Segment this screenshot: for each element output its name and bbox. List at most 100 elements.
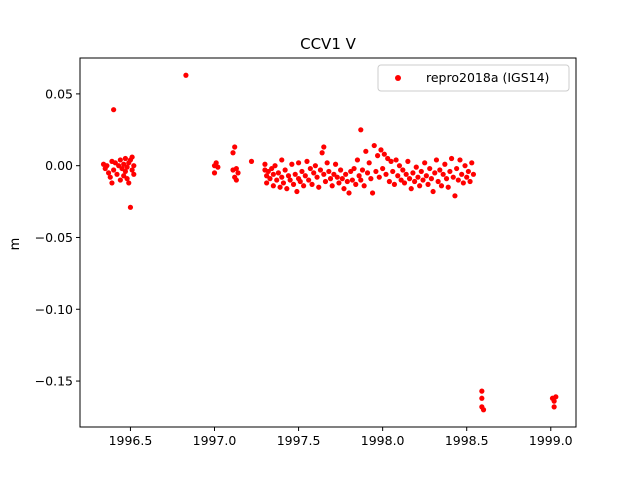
data-point [117, 177, 123, 183]
data-point [284, 186, 290, 192]
data-point [460, 180, 466, 186]
data-point [233, 177, 239, 183]
data-point [336, 180, 342, 186]
data-point [354, 157, 361, 163]
data-point [317, 167, 324, 173]
data-point [127, 204, 134, 210]
data-point [459, 171, 465, 177]
data-point [285, 173, 292, 179]
data-point [279, 157, 285, 163]
data-point [111, 167, 117, 173]
data-point [122, 168, 128, 175]
data-point [462, 163, 468, 169]
data-point [390, 168, 396, 175]
data-point [356, 173, 362, 179]
data-point [274, 177, 280, 183]
data-point [272, 163, 278, 169]
data-point [297, 178, 303, 185]
data-point [469, 160, 475, 166]
data-point [470, 171, 477, 177]
data-point [450, 174, 456, 180]
data-point [383, 171, 389, 177]
data-point [396, 163, 403, 169]
data-point [332, 161, 339, 167]
data-point [380, 165, 386, 172]
data-point [327, 176, 334, 182]
data-point [341, 186, 347, 192]
data-point [391, 181, 398, 187]
data-point [433, 157, 440, 163]
data-point [277, 184, 283, 190]
data-point [114, 171, 120, 177]
data-point [264, 180, 270, 186]
data-point [334, 174, 340, 180]
data-point [270, 171, 276, 177]
x-tick-label: 1998.0 [361, 433, 405, 448]
x-tick-label: 1999.0 [529, 433, 573, 448]
data-point [299, 168, 305, 175]
data-point [351, 165, 357, 172]
data-point [395, 173, 401, 179]
x-tick-label: 1997.0 [193, 433, 237, 448]
legend: repro2018a (IGS14) [377, 64, 570, 92]
data-point [301, 183, 307, 189]
data-point [312, 163, 318, 169]
data-point [406, 176, 413, 182]
data-point [314, 174, 320, 180]
data-point [430, 188, 436, 195]
data-point [443, 176, 450, 182]
x-tick-label: 1998.5 [445, 433, 489, 448]
data-point [306, 177, 312, 183]
data-point [339, 176, 345, 182]
legend-marker [395, 75, 401, 81]
data-point [304, 158, 310, 164]
data-point [375, 153, 381, 159]
data-point [215, 164, 221, 170]
data-point [551, 404, 557, 410]
data-point [267, 176, 273, 182]
data-point [432, 170, 438, 176]
data-point [322, 178, 329, 185]
data-point [388, 158, 394, 164]
data-point [353, 181, 359, 187]
data-point [213, 160, 219, 166]
data-point [105, 170, 112, 176]
data-point [448, 155, 455, 162]
data-point [447, 168, 453, 175]
data-point [302, 173, 308, 179]
data-point [289, 161, 295, 167]
data-point [117, 157, 123, 163]
data-point [405, 158, 411, 164]
data-point [427, 165, 433, 172]
data-point [381, 151, 387, 157]
data-series [100, 72, 559, 413]
data-point [393, 157, 399, 163]
data-point [358, 177, 364, 183]
data-point [408, 186, 414, 192]
data-point [307, 165, 313, 172]
data-point [248, 158, 255, 164]
data-point [479, 388, 485, 394]
data-point [410, 170, 416, 176]
data-point [183, 72, 189, 78]
data-point [131, 163, 137, 169]
data-point [553, 394, 559, 400]
data-point [445, 184, 451, 190]
data-point [455, 177, 461, 183]
data-point [359, 167, 366, 173]
data-point [109, 180, 115, 186]
data-point [311, 170, 317, 176]
data-point [467, 178, 473, 185]
chart-title: CCV1 V [300, 35, 357, 53]
data-point [233, 165, 239, 172]
data-point [440, 171, 446, 177]
data-point [321, 171, 327, 177]
data-point [262, 161, 268, 167]
data-point [321, 144, 327, 150]
y-tick-label: −0.05 [35, 230, 73, 245]
data-point [551, 398, 557, 404]
data-point [104, 163, 110, 169]
data-point [373, 168, 379, 175]
data-point [343, 171, 349, 177]
data-point [124, 164, 130, 170]
